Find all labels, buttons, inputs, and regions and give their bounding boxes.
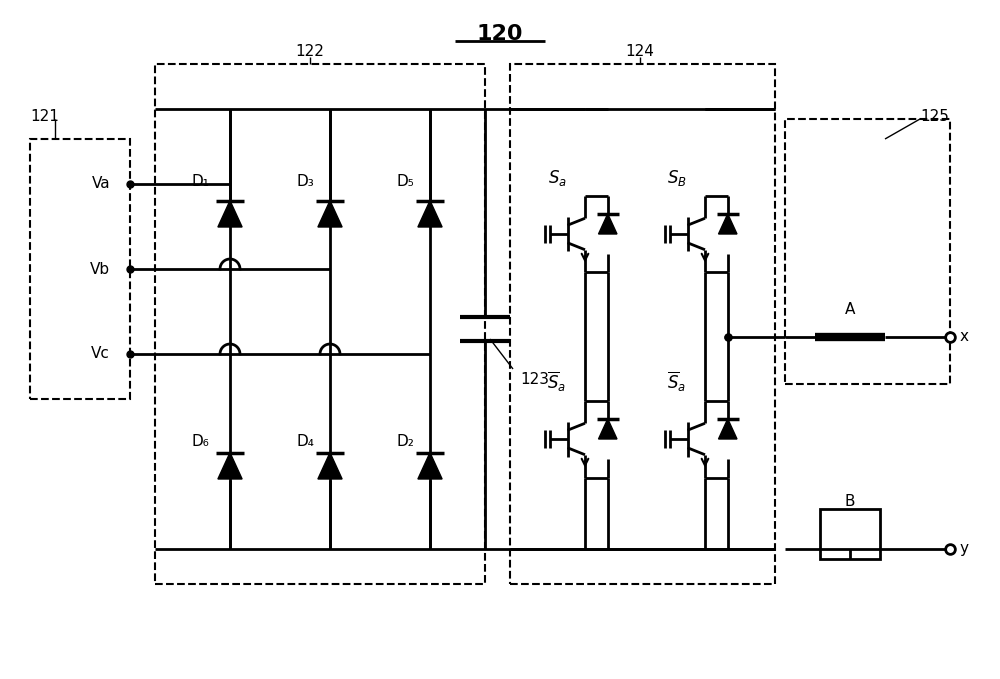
Bar (785, 119, 950, 384)
Polygon shape (719, 214, 737, 234)
Bar (510, 64, 775, 584)
Bar (30, 139, 130, 399)
Text: Vb: Vb (90, 261, 110, 276)
Polygon shape (318, 200, 342, 227)
Text: $S_B$: $S_B$ (667, 168, 687, 189)
Text: Vc: Vc (91, 346, 110, 361)
Text: 125: 125 (920, 109, 949, 124)
Text: Va: Va (91, 177, 110, 191)
Bar (820, 509, 880, 559)
Polygon shape (418, 453, 442, 479)
Text: B: B (845, 494, 855, 509)
Text: $\overline{S}_a$: $\overline{S}_a$ (667, 369, 687, 394)
Bar (155, 64, 485, 584)
Text: x: x (960, 329, 969, 344)
Polygon shape (599, 214, 617, 234)
Polygon shape (719, 419, 737, 439)
Text: $S_a$: $S_a$ (548, 168, 566, 189)
Text: D₂: D₂ (396, 434, 414, 449)
Text: 123: 123 (520, 371, 549, 386)
Text: 120: 120 (477, 24, 523, 44)
Polygon shape (418, 200, 442, 227)
Text: 121: 121 (30, 109, 59, 124)
Polygon shape (218, 453, 242, 479)
Text: D₅: D₅ (396, 174, 414, 189)
Text: D₆: D₆ (191, 434, 209, 449)
Polygon shape (218, 200, 242, 227)
Polygon shape (318, 453, 342, 479)
Text: D₁: D₁ (191, 174, 209, 189)
Text: 124: 124 (626, 44, 654, 59)
Text: $\overline{S}_a$: $\overline{S}_a$ (547, 369, 567, 394)
Text: y: y (960, 541, 969, 557)
Text: 122: 122 (296, 44, 324, 59)
Text: A: A (845, 301, 855, 316)
Polygon shape (599, 419, 617, 439)
Text: D₃: D₃ (296, 174, 314, 189)
Text: D₄: D₄ (296, 434, 314, 449)
